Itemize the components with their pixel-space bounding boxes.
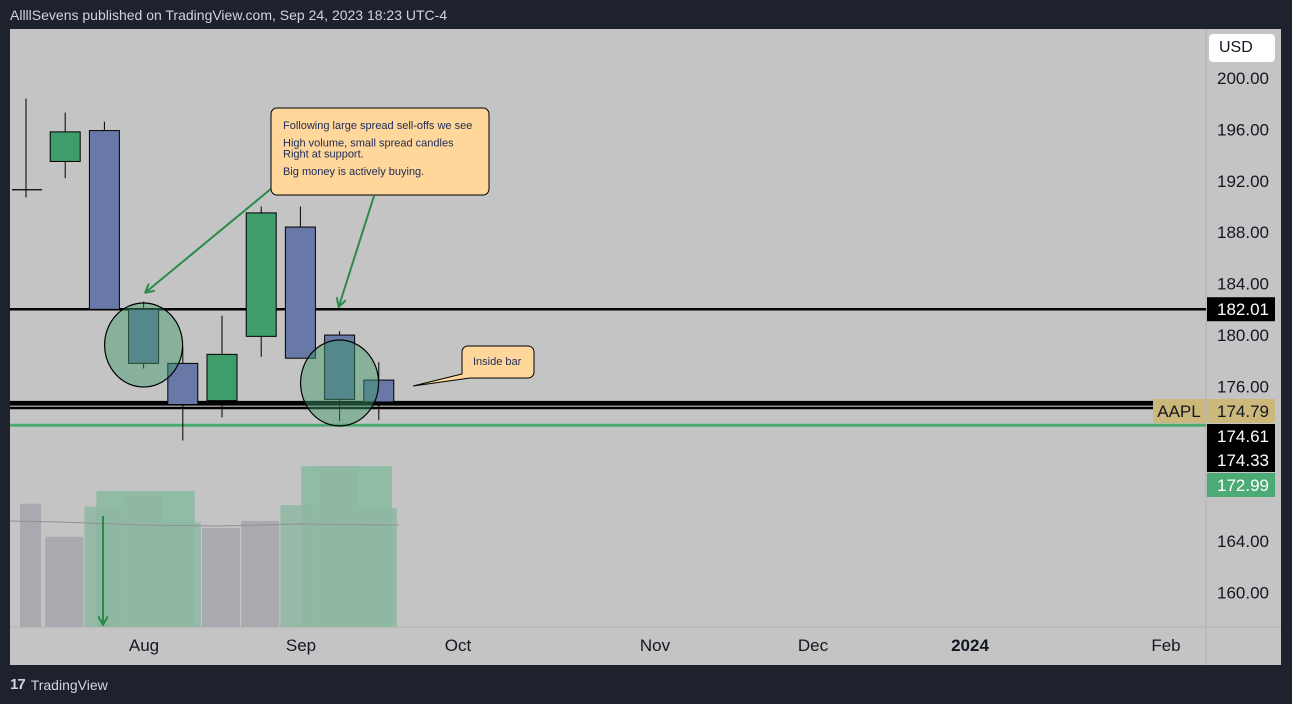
- x-tick-label: Feb: [1151, 636, 1180, 655]
- currency-button[interactable]: USD: [1209, 34, 1275, 62]
- annotation-text: High volume, small spread candles: [283, 137, 454, 149]
- candle-body: [324, 334, 356, 400]
- y-tick-label: 192.00: [1217, 172, 1269, 191]
- volume-bar: [162, 522, 201, 627]
- highlight-circle: [104, 302, 184, 388]
- y-tick-label: 160.00: [1217, 583, 1269, 602]
- price-badge: [1207, 424, 1275, 448]
- footer: 17 TradingView: [10, 676, 108, 693]
- x-tick-label: Sep: [286, 636, 316, 655]
- highlight-circle: [300, 339, 380, 427]
- annotation-arrow: [339, 195, 375, 306]
- x-tick-label: Nov: [640, 636, 671, 655]
- volume-bar: [45, 536, 84, 627]
- price-badge: [1207, 473, 1275, 497]
- y-tick-label: 164.00: [1217, 532, 1269, 551]
- y-tick-label: 180.00: [1217, 326, 1269, 345]
- candle-body: [49, 131, 81, 162]
- price-badge: [1207, 448, 1275, 472]
- annotation-text: Big money is actively buying.: [283, 166, 424, 178]
- x-tick-label: 2024: [951, 636, 989, 655]
- annotation-callout: [412, 345, 535, 387]
- volume-bar: [241, 520, 280, 627]
- annotation-text: Following large spread sell-offs we see: [283, 120, 472, 132]
- candle-body: [88, 130, 120, 310]
- publish-info: AllllSevens published on TradingView.com…: [10, 7, 448, 23]
- y-tick-label: 196.00: [1217, 120, 1269, 139]
- price-badge-text: 174.79: [1217, 402, 1269, 421]
- x-tick-label: Oct: [445, 636, 472, 655]
- x-tick-label: Aug: [129, 636, 159, 655]
- volume-bar: [20, 503, 41, 627]
- symbol-badge-text: AAPL: [1157, 402, 1200, 421]
- price-badge: [1207, 297, 1275, 322]
- x-tick-label: Dec: [798, 636, 829, 655]
- annotation-text: Inside bar: [473, 356, 522, 368]
- annotation-text: Right at support.: [283, 149, 364, 161]
- volume-bar: [123, 495, 162, 627]
- brand-name: TradingView: [30, 676, 108, 693]
- annotation-callout: [270, 107, 490, 196]
- y-tick-label: 176.00: [1217, 378, 1269, 397]
- volume-ma-line: [9, 520, 399, 527]
- tradingview-logo-icon: 17: [10, 676, 26, 693]
- price-badge-text: 174.61: [1217, 427, 1269, 446]
- price-badge-text: 174.33: [1217, 451, 1269, 470]
- volume-bar: [280, 505, 319, 627]
- y-tick-label: 184.00: [1217, 275, 1269, 294]
- volume-bar: [202, 528, 240, 627]
- candle-body: [245, 212, 277, 337]
- y-tick-label: 200.00: [1217, 69, 1269, 88]
- candle-body: [128, 308, 160, 364]
- price-badge-text: 182.01: [1217, 300, 1269, 319]
- volume-bar: [319, 466, 358, 627]
- price-badge: [1207, 399, 1275, 423]
- candle-body: [167, 362, 199, 406]
- y-tick-label: 188.00: [1217, 223, 1269, 242]
- candle-body: [284, 226, 316, 359]
- candle-body: [206, 353, 238, 402]
- annotation-arrow: [146, 187, 273, 292]
- symbol-badge: [1153, 399, 1206, 423]
- volume-bar: [358, 508, 397, 627]
- price-badge-text: 172.99: [1217, 476, 1269, 495]
